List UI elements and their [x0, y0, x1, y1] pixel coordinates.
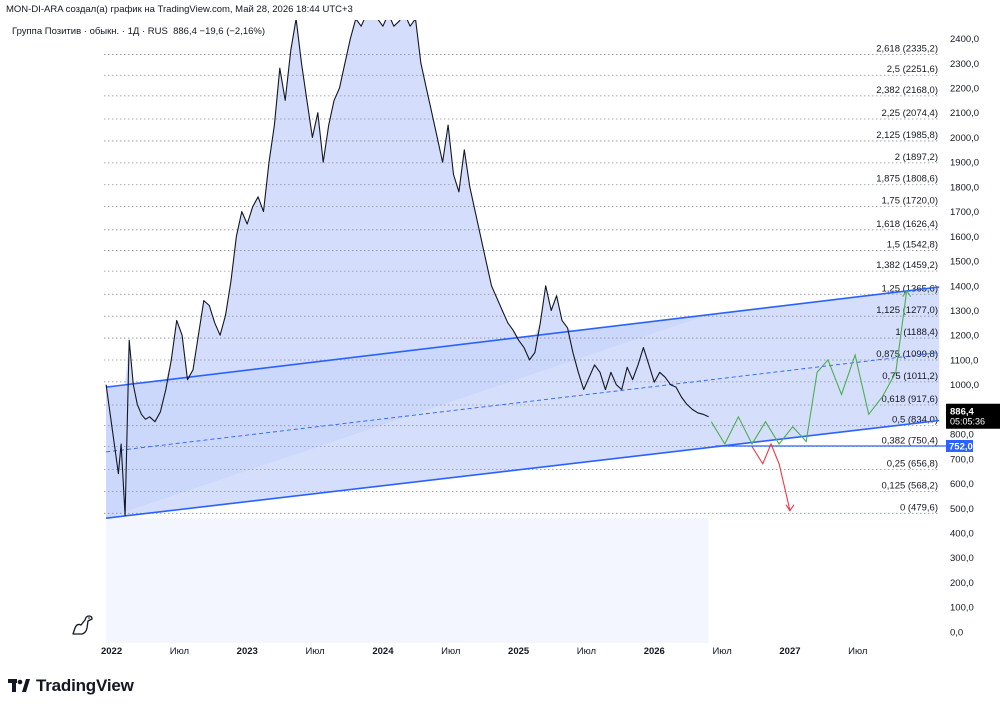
y-axis-tick-label: 500,0	[950, 504, 974, 515]
y-axis-tick-label: 1600,0	[950, 232, 979, 243]
y-axis-tick-label: 600,0	[950, 479, 974, 490]
fib-level-label: 0 (479,6)	[900, 502, 938, 513]
y-axis-tick-label: 200,0	[950, 578, 974, 589]
x-axis-tick-label: Июл	[441, 646, 460, 657]
y-axis-tick-label: 2300,0	[950, 59, 979, 70]
y-axis-tick-label: 1400,0	[950, 281, 979, 292]
y-axis-tick-label: 1200,0	[950, 331, 979, 342]
tradingview-logo-text: TradingView	[36, 676, 134, 695]
x-axis-tick-label: 2022	[101, 646, 122, 657]
fib-level-label: 1,382 (1459,2)	[876, 260, 938, 271]
y-axis-tick-label: 0,0	[950, 627, 963, 638]
forecast-bull-arrowhead	[902, 289, 912, 298]
level-price-tag	[946, 439, 973, 452]
y-axis-tick-label: 300,0	[950, 553, 974, 564]
last-value: 886,4	[173, 26, 197, 37]
x-axis-tick-label: 2027	[779, 646, 800, 657]
forecast-bull-path	[710, 290, 908, 446]
y-axis-tick-label: 1100,0	[950, 355, 978, 366]
price-line	[105, 20, 709, 517]
fib-level-label: 1 (1188,4)	[895, 327, 938, 338]
x-axis-tick-label: 2024	[372, 646, 394, 657]
fib-level-label: 0,875 (1099,8)	[876, 349, 938, 360]
y-axis-tick-label: 400,0	[950, 528, 974, 539]
tradingview-logo-icon	[8, 679, 30, 692]
x-axis-tick-label: 2025	[508, 646, 530, 657]
fib-level-label: 0,618 (917,6)	[881, 394, 938, 405]
fib-level-label: 2 (1897,2)	[895, 152, 938, 163]
symbol-title[interactable]: Группа Позитив · обыкн. · 1Д · RUS 886,4…	[12, 26, 265, 37]
fib-level-label: 1,75 (1720,0)	[881, 196, 938, 207]
x-axis-tick-label: Июл	[712, 646, 731, 657]
x-axis-tick-label: 2026	[644, 646, 665, 657]
y-axis-tick-label: 2100,0	[950, 108, 979, 119]
x-axis-tick-label: 2023	[237, 646, 258, 657]
y-axis-tick-label: 2200,0	[950, 83, 979, 94]
x-axis-tick-label: Июл	[305, 646, 324, 657]
fib-level-label: 0,382 (750,4)	[881, 435, 938, 446]
fib-level-label: 0,25 (656,8)	[887, 458, 938, 469]
y-axis-tick-label: 2000,0	[950, 133, 979, 144]
x-axis-tick-label: Июл	[170, 646, 189, 657]
fib-level-label: 1,875 (1808,6)	[876, 174, 938, 185]
fib-level-label: 1,125 (1277,0)	[876, 305, 938, 316]
fib-level-label: 2,5 (2251,6)	[887, 64, 938, 75]
y-axis-tick-label: 1800,0	[950, 182, 979, 193]
channel-upper-line	[106, 286, 940, 388]
tradingview-brand[interactable]: TradingView	[8, 676, 134, 696]
y-axis-tick-label: 1300,0	[950, 306, 979, 317]
y-axis-tick-label: 800,0	[950, 430, 974, 441]
level-price-label: 752,0	[949, 441, 973, 452]
lower-wash	[106, 518, 709, 643]
x-axis-tick-label: Июл	[848, 646, 867, 657]
fib-level-label: 0,5 (834,0)	[892, 415, 938, 426]
fib-level-label: 1,618 (1626,4)	[876, 219, 938, 230]
last-price-tag	[946, 403, 1000, 429]
last-price-label: 886,4	[950, 407, 974, 418]
y-axis-tick-label: 1700,0	[950, 207, 979, 218]
last-price-time: 05:05:36	[950, 417, 985, 427]
fib-level-label: 0,125 (568,2)	[881, 480, 938, 491]
fib-level-label: 0,75 (1011,2)	[882, 371, 938, 382]
y-axis-tick-label: 2400,0	[950, 34, 979, 45]
fib-level-label: 1,25 (1365,6)	[881, 283, 938, 294]
dino-icon	[72, 615, 93, 635]
fib-level-label: 2,382 (2168,0)	[876, 85, 938, 96]
y-axis-tick-label: 700,0	[950, 454, 974, 465]
forecast-bear-arrowhead	[785, 504, 795, 512]
x-axis-tick-label: Июл	[577, 646, 596, 657]
y-axis-tick-label: 1900,0	[950, 158, 979, 169]
y-axis-tick-label: 1500,0	[950, 257, 979, 268]
y-axis-tick-label: 100,0	[950, 603, 974, 614]
fib-level-label: 2,25 (2074,4)	[881, 108, 938, 119]
fib-level-label: 2,125 (1985,8)	[876, 130, 938, 141]
channel-fill	[106, 287, 940, 519]
y-axis-tick-label: 1000,0	[950, 380, 979, 391]
chart-caption: MON-DI-ARA создал(а) график на TradingVi…	[6, 4, 353, 15]
symbol-name: Группа Позитив · обыкн. · 1Д · RUS	[12, 26, 168, 37]
price-area-fill	[106, 20, 709, 519]
fib-level-label: 2,618 (2335,2)	[876, 44, 938, 55]
forecast-bear-path	[751, 442, 791, 511]
channel-lower-line	[106, 419, 940, 519]
price-change: −19,6 (−2,16%)	[199, 26, 266, 37]
fib-level-label: 1,5 (1542,8)	[887, 239, 938, 250]
